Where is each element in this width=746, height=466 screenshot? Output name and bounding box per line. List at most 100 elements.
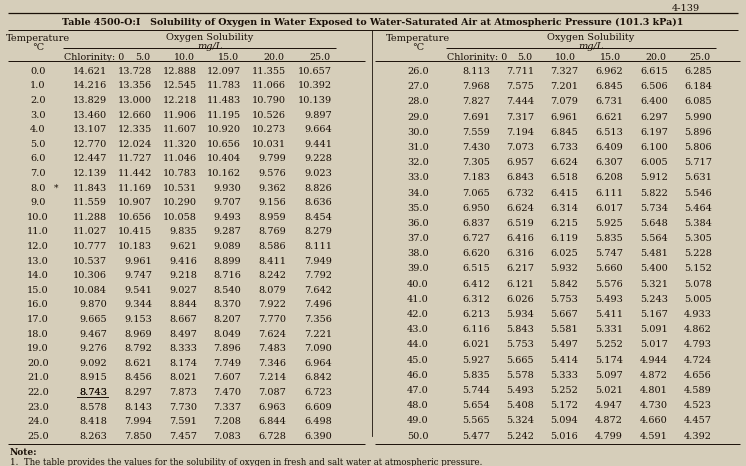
Text: 6.728: 6.728 xyxy=(258,432,286,441)
Text: 5.021: 5.021 xyxy=(595,386,623,395)
Text: 13.356: 13.356 xyxy=(118,82,152,90)
Text: 4.591: 4.591 xyxy=(640,432,668,440)
Text: 37.0: 37.0 xyxy=(407,234,429,243)
Text: 10.290: 10.290 xyxy=(163,198,197,207)
Text: 7.949: 7.949 xyxy=(304,257,332,266)
Text: 9.441: 9.441 xyxy=(304,140,332,149)
Text: 5.242: 5.242 xyxy=(506,432,534,440)
Text: 6.412: 6.412 xyxy=(462,280,490,288)
Text: 5.493: 5.493 xyxy=(595,295,623,304)
Text: 11.607: 11.607 xyxy=(163,125,197,134)
Text: 6.624: 6.624 xyxy=(550,158,578,167)
Text: 8.021: 8.021 xyxy=(169,373,197,383)
Text: 46.0: 46.0 xyxy=(407,371,429,380)
Text: 6.314: 6.314 xyxy=(550,204,578,213)
Text: 6.021: 6.021 xyxy=(462,340,490,350)
Text: 13.460: 13.460 xyxy=(73,110,107,120)
Text: 5.243: 5.243 xyxy=(640,295,668,304)
Text: 30.0: 30.0 xyxy=(407,128,429,137)
Text: 8.411: 8.411 xyxy=(258,257,286,266)
Text: *: * xyxy=(54,184,58,192)
Text: 6.285: 6.285 xyxy=(684,67,712,76)
Text: 7.850: 7.850 xyxy=(125,432,152,441)
Text: 7.317: 7.317 xyxy=(506,113,534,122)
Text: 5.576: 5.576 xyxy=(595,280,623,288)
Text: 9.156: 9.156 xyxy=(258,198,286,207)
Text: 5.477: 5.477 xyxy=(462,432,490,440)
Text: 16.0: 16.0 xyxy=(27,301,48,309)
Text: 8.540: 8.540 xyxy=(213,286,241,295)
Text: 6.727: 6.727 xyxy=(462,234,490,243)
Text: 7.087: 7.087 xyxy=(258,388,286,397)
Text: 10.0: 10.0 xyxy=(555,53,576,62)
Text: 5.252: 5.252 xyxy=(550,386,578,395)
Text: 10.392: 10.392 xyxy=(298,82,332,90)
Text: 4.724: 4.724 xyxy=(684,356,712,364)
Text: 11.559: 11.559 xyxy=(73,198,107,207)
Text: 4.872: 4.872 xyxy=(640,371,668,380)
Text: 11.442: 11.442 xyxy=(118,169,152,178)
Text: 9.228: 9.228 xyxy=(304,154,332,164)
Text: 7.607: 7.607 xyxy=(213,373,241,383)
Text: 5.384: 5.384 xyxy=(684,219,712,228)
Text: 9.344: 9.344 xyxy=(124,301,152,309)
Text: 9.747: 9.747 xyxy=(124,271,152,280)
Text: 7.221: 7.221 xyxy=(304,329,332,339)
Text: 12.770: 12.770 xyxy=(73,140,107,149)
Text: 40.0: 40.0 xyxy=(407,280,429,288)
Text: 7.711: 7.711 xyxy=(506,67,534,76)
Text: 7.873: 7.873 xyxy=(169,388,197,397)
Text: 5.016: 5.016 xyxy=(551,432,578,440)
Text: 7.591: 7.591 xyxy=(169,417,197,426)
Text: 7.327: 7.327 xyxy=(550,67,578,76)
Text: 8.743: 8.743 xyxy=(79,388,107,397)
Text: 5.665: 5.665 xyxy=(507,356,534,364)
Text: 7.691: 7.691 xyxy=(462,113,490,122)
Text: 9.153: 9.153 xyxy=(124,315,152,324)
Text: 8.174: 8.174 xyxy=(169,359,197,368)
Text: 25.0: 25.0 xyxy=(689,53,710,62)
Text: 5.497: 5.497 xyxy=(550,340,578,350)
Text: 4.730: 4.730 xyxy=(640,401,668,410)
Text: 8.636: 8.636 xyxy=(304,198,332,207)
Text: Chlorinity: 0: Chlorinity: 0 xyxy=(447,53,507,62)
Text: 5.305: 5.305 xyxy=(684,234,712,243)
Text: 8.578: 8.578 xyxy=(79,403,107,411)
Text: 5.324: 5.324 xyxy=(506,416,534,425)
Text: 9.835: 9.835 xyxy=(169,227,197,236)
Text: 5.546: 5.546 xyxy=(684,189,712,198)
Text: 6.609: 6.609 xyxy=(304,403,332,411)
Text: 6.506: 6.506 xyxy=(640,82,668,91)
Text: 8.263: 8.263 xyxy=(79,432,107,441)
Text: 5.744: 5.744 xyxy=(462,386,490,395)
Text: 32.0: 32.0 xyxy=(407,158,429,167)
Text: 9.961: 9.961 xyxy=(125,257,152,266)
Text: 9.493: 9.493 xyxy=(213,213,241,222)
Text: 9.027: 9.027 xyxy=(169,286,197,295)
Text: 5.481: 5.481 xyxy=(640,249,668,258)
Text: 7.470: 7.470 xyxy=(213,388,241,397)
Text: 26.0: 26.0 xyxy=(407,67,429,76)
Text: 5.414: 5.414 xyxy=(550,356,578,364)
Text: 7.346: 7.346 xyxy=(258,359,286,368)
Text: 12.888: 12.888 xyxy=(163,67,197,76)
Text: mg/L: mg/L xyxy=(578,42,604,51)
Text: 5.753: 5.753 xyxy=(506,340,534,350)
Text: 7.208: 7.208 xyxy=(213,417,241,426)
Text: 10.777: 10.777 xyxy=(73,242,107,251)
Text: 5.747: 5.747 xyxy=(595,249,623,258)
Text: 8.915: 8.915 xyxy=(79,373,107,383)
Text: 4-139: 4-139 xyxy=(672,4,700,13)
Text: 5.400: 5.400 xyxy=(640,265,668,274)
Text: 6.957: 6.957 xyxy=(507,158,534,167)
Text: 6.963: 6.963 xyxy=(258,403,286,411)
Text: 13.107: 13.107 xyxy=(73,125,107,134)
Text: Oxygen Solubility: Oxygen Solubility xyxy=(548,33,635,42)
Text: 10.404: 10.404 xyxy=(207,154,241,164)
Text: Temperature: Temperature xyxy=(6,34,70,43)
Text: 8.0: 8.0 xyxy=(31,184,46,192)
Text: 47.0: 47.0 xyxy=(407,386,429,395)
Text: 3.0: 3.0 xyxy=(31,110,46,120)
Text: 7.730: 7.730 xyxy=(169,403,197,411)
Text: 6.416: 6.416 xyxy=(506,234,534,243)
